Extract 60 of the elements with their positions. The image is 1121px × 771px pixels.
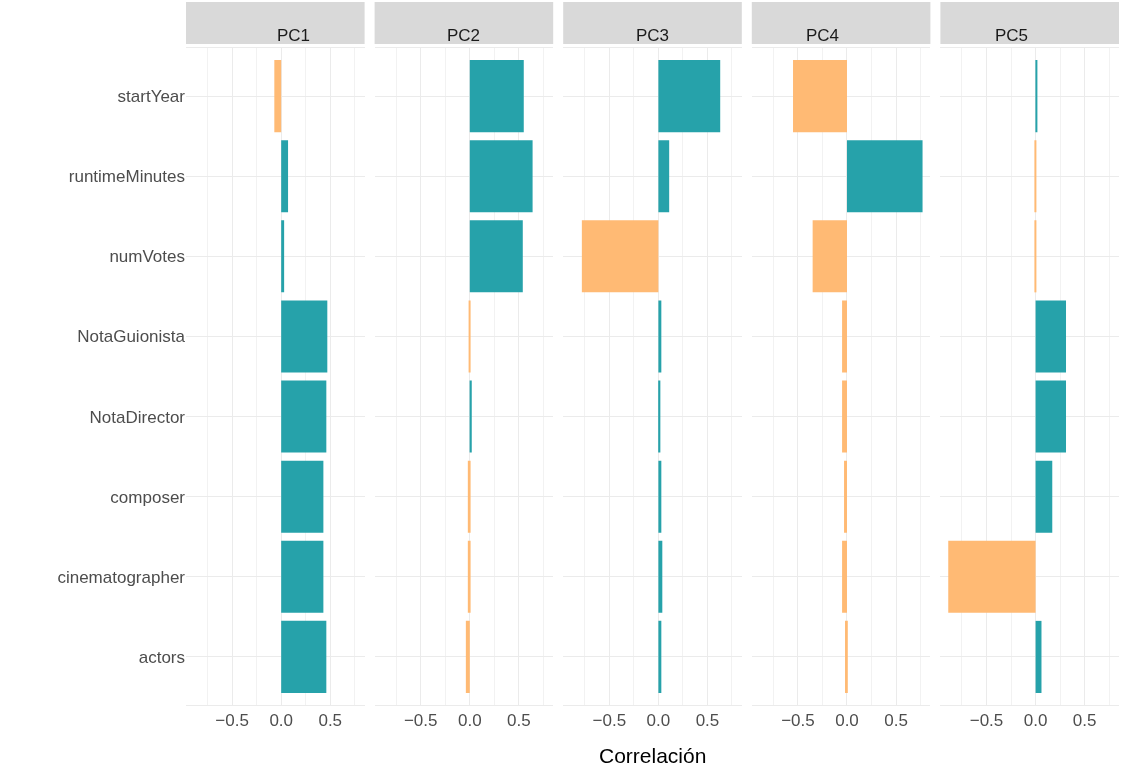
y-tick-label: NotaGuionista xyxy=(77,327,186,347)
chart-title: PC5 xyxy=(995,26,1029,45)
bar xyxy=(658,620,662,693)
bar xyxy=(469,140,533,213)
x-tick-label: 0.5 xyxy=(507,711,531,731)
bar xyxy=(1035,60,1038,133)
y-tick-label: startYear xyxy=(117,87,186,107)
bar xyxy=(658,300,662,373)
bar xyxy=(281,540,324,613)
bar xyxy=(658,540,663,613)
bar xyxy=(281,300,328,373)
bar xyxy=(469,220,523,293)
bar xyxy=(281,380,327,453)
bar xyxy=(467,540,471,613)
x-tick-label: 0.0 xyxy=(835,711,859,731)
bar xyxy=(658,60,721,133)
bar xyxy=(465,620,470,693)
x-tick-label: −0.5 xyxy=(592,711,627,731)
x-tick-label: 0.0 xyxy=(646,711,671,731)
y-tick-label: composer xyxy=(110,487,186,507)
y-tick-label: NotaDirector xyxy=(89,407,186,427)
bar xyxy=(468,300,471,373)
bar xyxy=(281,460,324,533)
x-tick-label: −0.5 xyxy=(781,711,815,731)
bar xyxy=(1035,380,1067,453)
x-tick-label: 0.5 xyxy=(884,711,908,731)
chart-title: PC2 xyxy=(447,26,481,45)
y-tick-label: cinematographer xyxy=(57,567,186,587)
bar xyxy=(1035,460,1053,533)
x-tick-label: 0.0 xyxy=(457,711,482,731)
x-tick-label: 0.5 xyxy=(695,711,720,731)
x-tick-label: −0.5 xyxy=(215,711,249,731)
x-tick-label: 0.5 xyxy=(318,711,343,731)
bar xyxy=(281,620,327,693)
bar xyxy=(1034,220,1037,293)
bar xyxy=(658,140,670,213)
bar xyxy=(469,60,524,133)
chart-title: PC3 xyxy=(636,26,670,45)
bar xyxy=(581,220,659,293)
bar xyxy=(469,380,472,453)
bar xyxy=(281,140,289,213)
x-tick-label: 0.0 xyxy=(1023,711,1048,731)
chart-title: PC1 xyxy=(277,26,311,45)
bar xyxy=(948,540,1036,613)
x-tick-label: 0.0 xyxy=(269,711,294,731)
bar xyxy=(1035,300,1067,373)
y-tick-label: actors xyxy=(138,647,185,667)
y-tick-label: runtimeMinutes xyxy=(68,167,185,187)
chart-title: PC4 xyxy=(806,26,840,45)
bar xyxy=(281,220,285,293)
x-axis-title: Correlación xyxy=(599,744,707,767)
bar xyxy=(467,460,471,533)
bar xyxy=(658,460,662,533)
x-tick-label: −0.5 xyxy=(403,711,438,731)
y-tick-label: numVotes xyxy=(109,247,185,267)
x-tick-label: −0.5 xyxy=(969,711,1004,731)
bar xyxy=(658,380,661,453)
bar xyxy=(274,60,282,133)
bar xyxy=(1034,140,1037,213)
x-tick-label: 0.5 xyxy=(1072,711,1097,731)
